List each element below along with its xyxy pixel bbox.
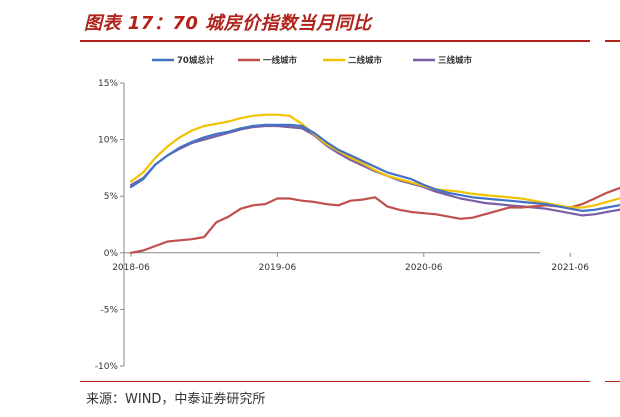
legend-label: 三线城市 xyxy=(438,55,473,66)
x-tick-label: 2019-06 xyxy=(259,263,297,273)
series-line-3 xyxy=(129,124,620,217)
figure-title: 图表 17：70 城房价指数当月同比 xyxy=(84,13,372,34)
legend-label: 一线城市 xyxy=(263,55,298,66)
chart-series-lines xyxy=(129,113,620,254)
line-chart: 15% 10% 5% 0% -5% -10% 2018-06 2019-06 2020-06 20… xyxy=(95,55,620,372)
x-tick-label: 2020-06 xyxy=(405,263,443,273)
legend-label: 二线城市 xyxy=(348,55,383,66)
title-rule xyxy=(80,40,590,42)
series-line-2 xyxy=(129,113,620,209)
y-tick-label: 5% xyxy=(104,192,119,202)
chart-axes: 15% 10% 5% 0% -5% -10% 2018-06 2019-06 2020-06 20… xyxy=(95,79,590,372)
y-tick-label: 10% xyxy=(98,136,118,146)
legend-label: 70城总计 xyxy=(177,55,215,66)
bottom-rule xyxy=(80,381,590,382)
series-line-1 xyxy=(129,186,620,254)
series-line-0 xyxy=(129,123,620,212)
x-tick-label: 2021-06 xyxy=(551,263,589,273)
y-tick-label: 15% xyxy=(98,79,118,89)
right-edge-rule xyxy=(605,40,620,42)
y-tick-label: -5% xyxy=(100,305,118,315)
chart-legend: 70城总计 一线城市 二线城市 三线城市 xyxy=(152,55,473,66)
y-tick-label: -10% xyxy=(95,362,119,372)
bottom-right-rule xyxy=(605,381,620,382)
x-tick-label: 2018-06 xyxy=(112,263,150,273)
y-tick-label: 0% xyxy=(104,249,119,259)
source-note: 来源：WIND，中泰证券研究所 xyxy=(86,392,266,407)
